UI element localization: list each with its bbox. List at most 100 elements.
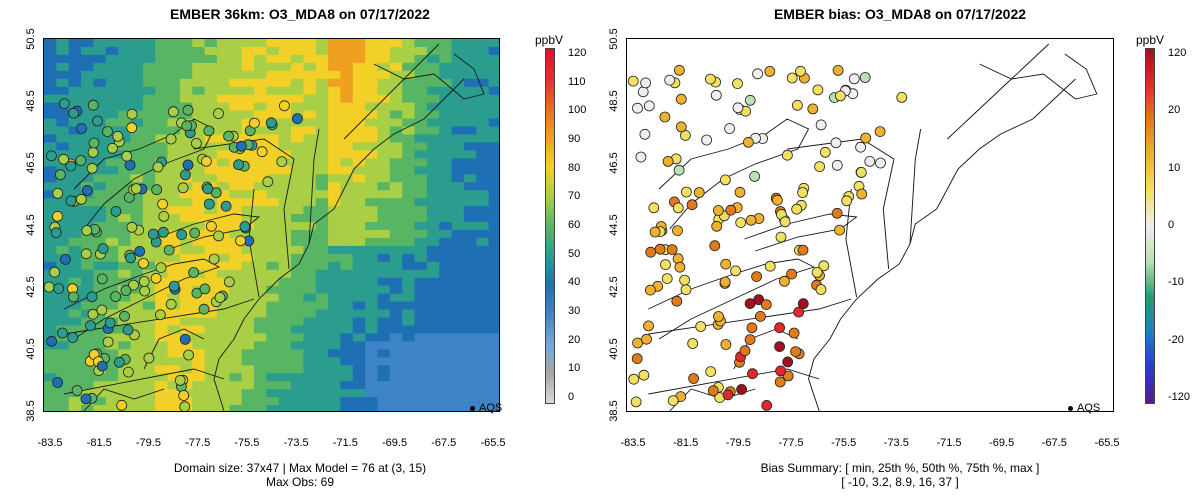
model-grid-cell xyxy=(451,349,465,358)
model-grid-cell xyxy=(476,142,490,151)
bias-monitor-point xyxy=(637,86,649,98)
model-grid-cell xyxy=(229,405,243,411)
model-grid-cell xyxy=(44,325,57,334)
model-grid-cell xyxy=(389,269,403,279)
aqs-monitor-point xyxy=(256,146,268,158)
aqs-monitor-point xyxy=(177,182,189,194)
model-grid-cell xyxy=(488,126,499,135)
model-grid-cell xyxy=(439,94,453,104)
aqs-monitor-point xyxy=(200,155,212,167)
bias-monitor-point xyxy=(834,90,846,102)
bias-monitor-point xyxy=(662,156,674,167)
model-grid-cell xyxy=(377,397,391,406)
aqs-monitor-point xyxy=(126,122,138,134)
model-grid-cell xyxy=(229,269,243,279)
model-grid-cell xyxy=(377,285,391,295)
aqs-monitor-point xyxy=(179,401,191,411)
model-grid-cell xyxy=(303,166,317,175)
left-summary: Domain size: 37x47 | Max Model = 76 at (… xyxy=(0,461,600,489)
model-grid-cell xyxy=(303,110,317,120)
model-grid-cell xyxy=(291,94,304,104)
model-grid-cell xyxy=(426,102,440,112)
model-grid-cell xyxy=(204,62,218,72)
model-grid-cell xyxy=(192,94,206,104)
model-grid-cell xyxy=(352,357,366,366)
model-grid-cell xyxy=(377,206,391,215)
model-grid-cell xyxy=(426,206,440,215)
bias-monitor-point xyxy=(720,339,732,350)
model-grid-cell xyxy=(463,229,477,239)
model-grid-cell xyxy=(229,229,243,239)
model-grid-cell xyxy=(476,126,490,135)
model-grid-cell xyxy=(68,182,82,191)
model-grid-cell xyxy=(414,174,428,183)
model-grid-cell xyxy=(426,94,440,104)
model-grid-cell xyxy=(118,54,131,64)
aqs-monitor-point xyxy=(150,272,162,284)
model-grid-cell xyxy=(142,222,156,231)
model-grid-cell xyxy=(253,110,267,120)
model-grid-cell xyxy=(192,174,206,183)
aqs-monitor-point xyxy=(151,184,163,196)
aqs-monitor-point xyxy=(155,309,166,321)
model-grid-cell xyxy=(315,381,329,390)
bias-monitor-point xyxy=(713,205,724,216)
model-grid-cell xyxy=(68,39,82,48)
model-grid-cell xyxy=(303,349,317,358)
model-grid-cell xyxy=(328,206,341,215)
model-grid-cell xyxy=(167,118,181,128)
bias-monitor-point xyxy=(875,157,886,169)
model-grid-cell xyxy=(142,333,156,342)
model-grid-cell xyxy=(315,126,329,135)
model-grid-cell xyxy=(463,245,477,255)
model-grid-cell xyxy=(352,206,366,215)
model-grid-cell xyxy=(377,142,391,151)
model-grid-cell xyxy=(451,126,465,135)
model-grid-cell xyxy=(328,277,341,287)
model-grid-cell xyxy=(291,39,304,48)
aqs-monitor-point xyxy=(86,162,98,174)
model-grid-cell xyxy=(402,349,416,358)
model-grid-cell xyxy=(303,206,317,215)
model-grid-cell xyxy=(241,174,255,183)
model-grid-cell xyxy=(44,118,57,128)
bias-monitor-point xyxy=(781,149,793,161)
aqs-monitor-point xyxy=(174,374,186,386)
model-grid-cell xyxy=(328,150,341,159)
model-grid-cell xyxy=(426,182,440,191)
aqs-monitor-point xyxy=(205,220,217,232)
model-grid-cell xyxy=(414,245,428,255)
model-grid-cell xyxy=(488,182,499,191)
left-aqs-legend: AQS xyxy=(470,402,502,414)
model-grid-cell xyxy=(105,277,119,287)
model-grid-cell xyxy=(328,325,341,334)
model-grid-cell xyxy=(105,357,119,366)
model-grid-cell xyxy=(402,317,416,326)
aqs-monitor-point xyxy=(87,99,99,111)
model-grid-cell xyxy=(328,269,341,279)
model-grid-cell xyxy=(44,349,57,358)
bias-monitor-point xyxy=(713,311,724,322)
aqs-monitor-point xyxy=(92,115,103,127)
model-grid-cell xyxy=(426,261,440,271)
model-grid-cell xyxy=(402,325,416,334)
model-grid-cell xyxy=(365,389,378,398)
model-grid-cell xyxy=(303,150,317,159)
model-grid-cell xyxy=(291,373,304,382)
bias-monitor-point xyxy=(638,369,650,381)
model-grid-cell xyxy=(291,158,304,167)
model-grid-cell xyxy=(253,190,267,199)
model-grid-cell xyxy=(44,317,57,326)
model-grid-cell xyxy=(402,150,416,159)
model-grid-cell xyxy=(426,333,440,342)
right-y-tick-label: 46.5 xyxy=(608,152,620,174)
bias-monitor-point xyxy=(660,259,671,271)
model-grid-cell xyxy=(93,373,107,382)
bias-monitor-point xyxy=(628,373,640,385)
model-grid-cell xyxy=(451,245,465,255)
model-grid-cell xyxy=(93,62,107,72)
model-grid-cell xyxy=(439,325,453,334)
model-grid-cell xyxy=(44,39,57,48)
aqs-monitor-point xyxy=(50,227,62,239)
right-colorbar-unit: ppbV xyxy=(1136,33,1165,47)
